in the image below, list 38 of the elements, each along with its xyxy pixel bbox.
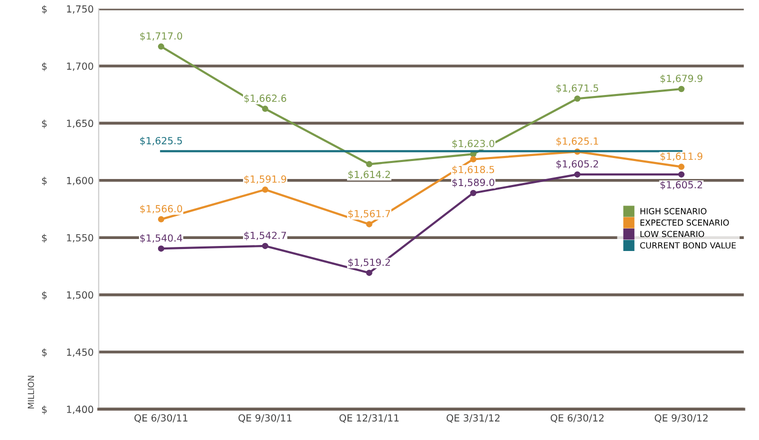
data-label: $1,717.0: [140, 32, 182, 41]
data-label: $1,625.5: [140, 136, 182, 146]
data-label: $1,605.2: [556, 160, 598, 169]
legend-label: EXPECTED SCENARIO: [640, 219, 729, 226]
data-label: $1,679.9: [660, 74, 702, 84]
data-label: $1,611.9: [660, 152, 702, 162]
y-tick-label: $ 1,550: [42, 234, 94, 243]
data-label: $1,591.9: [244, 175, 286, 184]
data-label: $1,540.4: [140, 234, 182, 243]
data-label: $1,671.5: [556, 84, 598, 93]
data-label: $1,662.6: [244, 94, 286, 104]
x-tick-label: QE 3/31/12: [446, 414, 500, 423]
data-label: $1,605.2: [660, 180, 702, 190]
data-label: $1,618.5: [452, 166, 494, 174]
data-label: $1,519.2: [348, 258, 390, 268]
y-tick-label: $ 1,600: [42, 176, 94, 186]
data-label: $1,566.0: [140, 204, 182, 214]
data-label: $1,614.2: [348, 170, 390, 180]
y-tick-label: $ 1,650: [42, 120, 94, 128]
data-label: $1,623.0: [452, 140, 494, 148]
x-tick-label: QE 6/30/11: [134, 414, 188, 423]
y-tick-label: $ 1,400: [42, 406, 94, 414]
legend-label: CURRENT BOND VALUE: [640, 242, 736, 249]
legend-label: LOW SCENARIO: [640, 230, 704, 238]
data-label: $1,589.0: [452, 178, 494, 188]
x-tick-label: QE 9/30/11: [238, 414, 292, 423]
data-label: $1,542.7: [244, 232, 286, 240]
x-tick-label: QE 6/30/12: [550, 414, 604, 423]
data-label: $1,625.1: [556, 137, 598, 146]
y-tick-label: $ 1,450: [42, 348, 94, 358]
x-tick-label: QE 9/30/12: [654, 414, 708, 423]
x-tick-label: QE 12/31/11: [339, 414, 399, 423]
y-tick-label: $ 1,700: [42, 62, 94, 72]
y-axis-title: MILLION: [28, 376, 34, 408]
data-label: $1,561.7: [348, 210, 390, 219]
legend-label: HIGH SCENARIO: [640, 208, 706, 214]
y-tick-label: $ 1,500: [42, 291, 94, 300]
y-tick-label: $ 1,750: [42, 5, 94, 14]
